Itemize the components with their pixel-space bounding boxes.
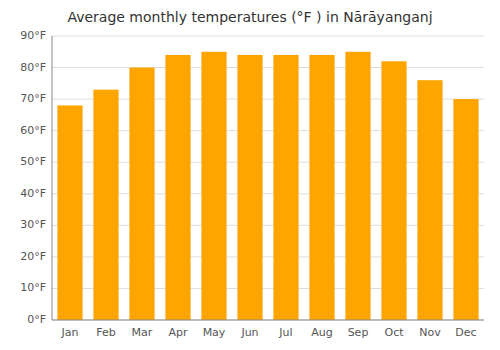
bar bbox=[237, 55, 262, 320]
bar bbox=[417, 80, 442, 320]
y-tick-label: 10°F bbox=[20, 281, 46, 294]
y-tick-label: 50°F bbox=[20, 155, 46, 168]
y-tick-label: 90°F bbox=[20, 29, 46, 42]
bar bbox=[93, 90, 118, 320]
y-tick-label: 80°F bbox=[20, 61, 46, 74]
x-tick-label: Nov bbox=[419, 326, 441, 339]
grid-line bbox=[52, 320, 484, 321]
chart-title: Average monthly temperatures (°F ) in Nā… bbox=[67, 9, 432, 25]
y-tick-label: 20°F bbox=[20, 250, 46, 263]
bar bbox=[165, 55, 190, 320]
x-tick-label: Apr bbox=[168, 326, 188, 339]
chart-container: 0°F 10°F 20°F 30°F 40°F 50°F 60°F 70°F 80°F 90°F J… bbox=[0, 0, 500, 350]
bar bbox=[453, 99, 478, 320]
bar bbox=[57, 105, 82, 320]
y-tick-label: 60°F bbox=[20, 124, 46, 137]
x-tick-label: Jul bbox=[278, 326, 292, 339]
y-axis: 0°F 10°F 20°F 30°F 40°F 50°F 60°F 70°F 80°F 90°F bbox=[20, 29, 46, 326]
y-tick-label: 70°F bbox=[20, 92, 46, 105]
bar bbox=[129, 68, 154, 320]
x-tick-label: Jun bbox=[240, 326, 258, 339]
y-axis-line bbox=[52, 36, 53, 320]
x-tick-label: Mar bbox=[132, 326, 153, 339]
x-tick-label: Sep bbox=[348, 326, 369, 339]
bar bbox=[201, 52, 226, 320]
x-tick-label: Feb bbox=[96, 326, 115, 339]
bar bbox=[345, 52, 370, 320]
bar bbox=[381, 61, 406, 320]
x-tick-label: May bbox=[203, 326, 226, 339]
x-axis: Jan Feb Mar Apr May Jun Jul Aug Sep Oct Nov Dec bbox=[61, 326, 477, 339]
x-tick-label: Jan bbox=[61, 326, 79, 339]
x-tick-label: Dec bbox=[455, 326, 476, 339]
y-tick-label: 40°F bbox=[20, 187, 46, 200]
grid-line bbox=[52, 36, 484, 37]
x-axis-line bbox=[52, 320, 484, 321]
grid-line bbox=[52, 67, 484, 68]
bars bbox=[57, 52, 478, 320]
bar bbox=[273, 55, 298, 320]
x-tick-label: Aug bbox=[311, 326, 332, 339]
bar bbox=[309, 55, 334, 320]
x-tick-label: Oct bbox=[384, 326, 404, 339]
grid bbox=[52, 36, 484, 320]
chart-svg: 0°F 10°F 20°F 30°F 40°F 50°F 60°F 70°F 80°F 90°F J… bbox=[0, 0, 500, 350]
y-tick-label: 30°F bbox=[20, 218, 46, 231]
y-tick-label: 0°F bbox=[27, 313, 46, 326]
